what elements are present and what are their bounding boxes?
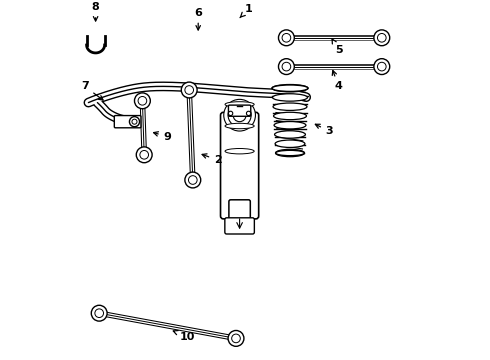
Circle shape (228, 104, 251, 127)
Circle shape (189, 176, 197, 184)
Text: 4: 4 (332, 71, 343, 91)
Text: 7: 7 (81, 81, 103, 100)
Ellipse shape (272, 94, 308, 101)
FancyBboxPatch shape (225, 218, 254, 234)
Text: 6: 6 (194, 8, 202, 30)
Circle shape (224, 99, 255, 131)
Text: 8: 8 (92, 2, 99, 21)
Ellipse shape (274, 122, 306, 129)
Text: 10: 10 (173, 330, 195, 342)
Text: 1: 1 (240, 4, 252, 18)
Ellipse shape (273, 112, 306, 120)
Circle shape (132, 119, 137, 124)
Circle shape (185, 172, 201, 188)
Circle shape (233, 109, 246, 122)
Ellipse shape (275, 150, 304, 156)
Text: 9: 9 (153, 132, 172, 142)
Ellipse shape (225, 123, 254, 129)
Circle shape (374, 59, 390, 75)
Circle shape (136, 147, 152, 163)
Ellipse shape (225, 102, 254, 107)
Ellipse shape (272, 85, 308, 91)
Circle shape (282, 33, 291, 42)
Circle shape (95, 309, 103, 318)
Ellipse shape (274, 131, 305, 138)
Circle shape (246, 111, 251, 116)
FancyBboxPatch shape (228, 105, 251, 116)
Ellipse shape (275, 140, 305, 148)
Circle shape (232, 334, 240, 343)
Circle shape (374, 30, 390, 46)
Circle shape (138, 96, 147, 105)
Text: 5: 5 (332, 39, 343, 55)
Ellipse shape (275, 149, 304, 157)
Circle shape (228, 330, 244, 346)
Text: 2: 2 (202, 154, 222, 165)
Circle shape (185, 86, 194, 94)
Circle shape (91, 305, 107, 321)
Ellipse shape (272, 85, 308, 92)
Circle shape (140, 150, 148, 159)
Circle shape (181, 82, 197, 98)
Text: 3: 3 (316, 124, 333, 136)
Circle shape (228, 111, 233, 116)
Circle shape (278, 30, 294, 46)
FancyBboxPatch shape (114, 116, 141, 128)
Circle shape (129, 117, 140, 127)
Ellipse shape (273, 103, 307, 111)
FancyBboxPatch shape (229, 200, 250, 229)
Circle shape (134, 93, 150, 109)
Circle shape (278, 59, 294, 75)
FancyBboxPatch shape (220, 112, 259, 219)
Ellipse shape (225, 148, 254, 154)
Circle shape (377, 62, 386, 71)
Circle shape (282, 62, 291, 71)
Circle shape (377, 33, 386, 42)
